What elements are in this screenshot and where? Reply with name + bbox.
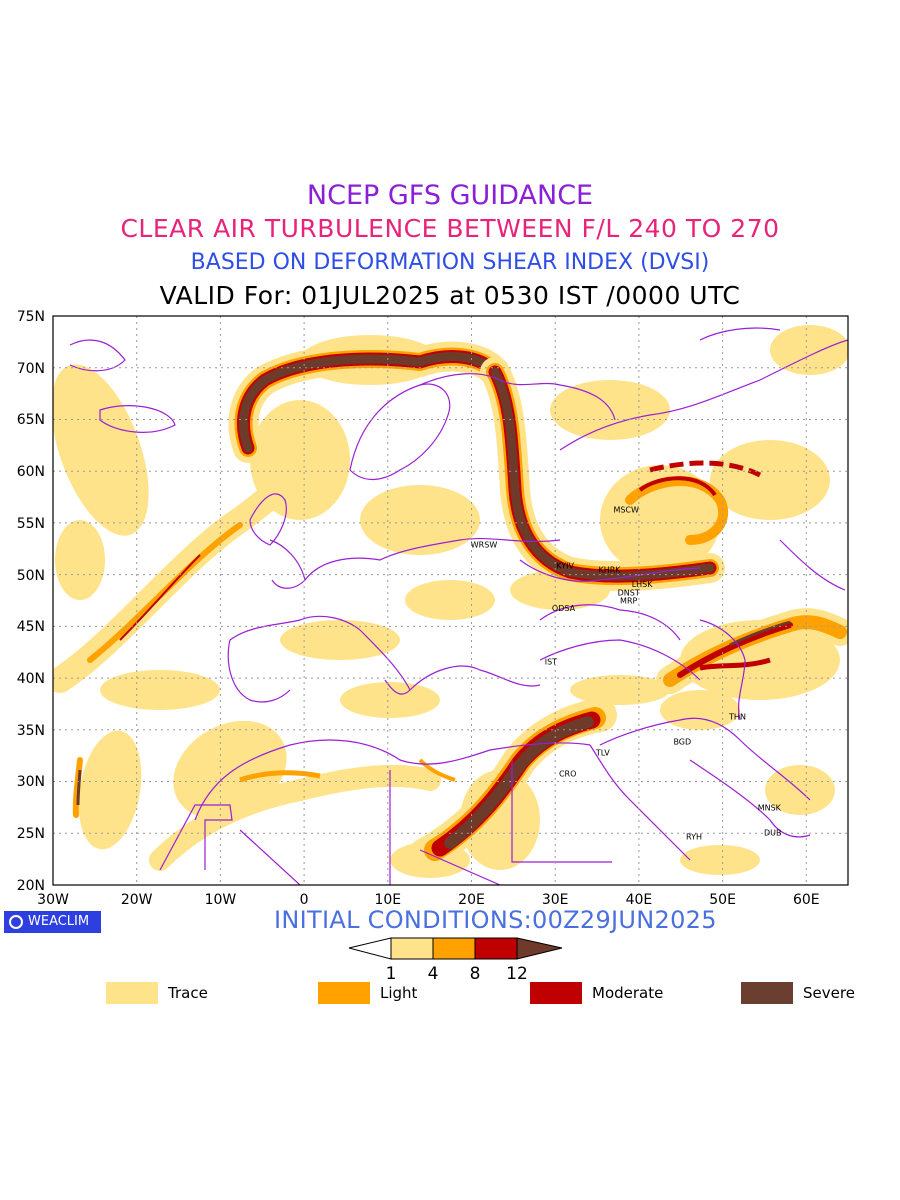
y-tick-label: 55N [17, 516, 45, 532]
colorbar-underflow [348, 937, 392, 960]
legend-swatch [106, 982, 158, 1004]
colorbar-light [432, 937, 476, 960]
city-label-bgd: BGD [673, 737, 691, 746]
city-label-ist: IST [545, 658, 557, 667]
coastlines [69, 327, 848, 885]
x-tick-label: 20W [121, 892, 153, 908]
city-label-tlv: TLV [595, 749, 610, 758]
graticule [53, 316, 848, 885]
city-label-kyiv: KYIV [556, 561, 574, 570]
city-label-thn: THN [728, 713, 746, 722]
title-line-3: BASED ON DEFORMATION SHEAR INDEX (DVSI) [190, 250, 710, 275]
x-axis-labels: 30W 20W 10W 0 10E 20E 30E 40E 50E 60E [37, 892, 819, 908]
legend-swatch [530, 982, 582, 1004]
map-frame [52, 315, 849, 886]
y-tick-label: 35N [17, 723, 45, 739]
title-line-2: CLEAR AIR TURBULENCE BETWEEN F/L 240 TO … [120, 214, 780, 243]
city-label-cro: CRO [559, 769, 576, 778]
colorbar-tick: 1 [386, 964, 397, 984]
city-label-wrsw: WRSW [471, 541, 498, 550]
city-label-ryh: RYH [686, 833, 702, 842]
x-tick-label: 60E [793, 892, 820, 908]
colorbar-tick: 8 [470, 964, 481, 984]
legend-swatch [741, 982, 793, 1004]
legend-label: Trace [168, 984, 208, 1002]
y-tick-label: 60N [17, 464, 45, 480]
city-label-khrk: KHRK [598, 566, 621, 575]
legend-label: Severe [803, 984, 855, 1002]
x-tick-label: 30E [542, 892, 569, 908]
x-tick-label: 30W [37, 892, 69, 908]
city-label-dub: DUB [764, 828, 782, 837]
colorbar-moderate [474, 937, 518, 960]
city-label-mrp: MRP [620, 597, 637, 606]
colorbar-severe [516, 937, 563, 960]
y-tick-label: 45N [17, 619, 45, 635]
y-tick-label: 25N [17, 826, 45, 842]
y-tick-label: 30N [17, 774, 45, 790]
colorbar: 1 4 8 12 [348, 937, 563, 984]
y-tick-label: 40N [17, 671, 45, 687]
weaclim-badge: WEACLIM [4, 911, 101, 933]
city-label-dnst: DNST [618, 588, 640, 597]
valid-time-line: VALID For: 01JUL2025 at 0530 IST /0000 U… [159, 281, 741, 310]
x-tick-label: 10W [205, 892, 237, 908]
weaclim-label: WEACLIM [28, 914, 90, 929]
y-tick-label: 65N [17, 412, 45, 428]
y-axis-labels: 75N 70N 65N 60N 55N 50N 45N 40N 35N 30N … [17, 309, 45, 894]
y-tick-label: 70N [17, 361, 45, 377]
colorbar-tick: 12 [506, 964, 528, 984]
y-tick-label: 20N [17, 878, 45, 894]
legend-label: Light [380, 984, 418, 1002]
initial-conditions: INITIAL CONDITIONS:00Z29JUN2025 [274, 906, 717, 934]
colorbar-tick: 4 [428, 964, 439, 984]
city-label-mnsk: MNSK [758, 804, 782, 813]
city-label-mscw: MSCW [613, 506, 639, 515]
legend-swatch [318, 982, 370, 1004]
weaclim-logo-icon [9, 915, 23, 929]
legend-label: Moderate [592, 984, 664, 1002]
title-line-1: NCEP GFS GUIDANCE [306, 180, 594, 211]
x-tick-label: 10E [374, 892, 401, 908]
y-tick-label: 75N [17, 309, 45, 325]
x-tick-label: 0 [300, 892, 309, 908]
x-tick-label: 20E [458, 892, 485, 908]
y-tick-label: 50N [17, 568, 45, 584]
city-label-odsa: ODSA [552, 604, 576, 613]
turbulence-fields [53, 325, 848, 878]
colorbar-trace [390, 937, 434, 960]
x-tick-label: 50E [709, 892, 736, 908]
city-label-lhsk: LHSK [632, 580, 654, 589]
x-tick-label: 40E [626, 892, 653, 908]
